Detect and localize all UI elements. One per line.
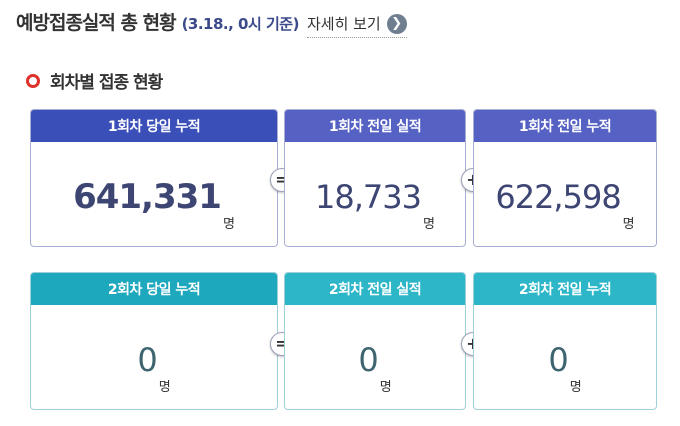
dose2-prev-day-value: 0 — [358, 341, 378, 379]
detail-link[interactable]: 자세히 보기 ❯ — [306, 13, 407, 38]
chevron-right-icon[interactable]: ❯ — [386, 13, 407, 34]
dose2-prev-day-label: 2회차 전일 실적 — [285, 273, 465, 305]
unit-label: 명 — [423, 217, 435, 232]
unit-label: 명 — [622, 217, 635, 232]
detail-link-label: 자세히 보기 — [306, 15, 381, 33]
date-note: (3.18., 0시 기준) — [181, 15, 300, 33]
dose1-today-value: 641,331 — [73, 177, 222, 217]
section-label: 회차별 접종 현황 — [50, 73, 163, 93]
dose1-prev-day-label: 1회차 전일 실적 — [285, 110, 465, 142]
ring-icon — [26, 73, 40, 88]
unit-label: 명 — [222, 217, 235, 232]
dose2-today-value: 0 — [137, 341, 157, 379]
dose2-prev-cum-label: 2회차 전일 누적 — [474, 273, 656, 305]
page-title: 예방접종실적 총 현황 — [16, 12, 177, 34]
dose1-prev-cum-value: 622,598 — [495, 178, 621, 216]
unit-label: 명 — [379, 380, 392, 395]
dose1-today-card: 1회차 당일 누적 641,331 명 — [30, 109, 278, 247]
dose1-prev-cum-label: 1회차 전일 누적 — [474, 110, 656, 142]
dose1-today-label: 1회차 당일 누적 — [31, 110, 277, 142]
unit-label: 명 — [158, 380, 171, 395]
dose2-prev-cum-value: 0 — [548, 341, 568, 379]
dose2-today-label: 2회차 당일 누적 — [31, 273, 277, 305]
dose1-prev-day-value: 18,733 — [315, 178, 422, 216]
section-title: 회차별 접종 현황 — [26, 68, 163, 93]
dose1-prev-cum-card: 1회차 전일 누적 622,598 명 — [473, 109, 657, 247]
dose1-prev-day-card: 1회차 전일 실적 18,733 명 — [284, 109, 466, 247]
page-header: 예방접종실적 총 현황 (3.18., 0시 기준) 자세히 보기 ❯ — [16, 8, 407, 38]
unit-label: 명 — [569, 380, 582, 395]
equals-icon: = — [270, 332, 294, 356]
